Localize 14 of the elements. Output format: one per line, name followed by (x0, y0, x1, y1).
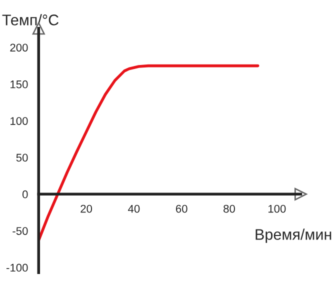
x-tick-label: 20 (80, 204, 92, 213)
x-axis-title: Время/мин (256, 228, 332, 243)
x-tick-label: 100 (268, 204, 286, 213)
x-tick-label: 80 (224, 204, 235, 213)
x-tick-label: 60 (176, 204, 188, 213)
y-tick-label: -50 (12, 227, 28, 235)
y-tick-label: -100 (6, 264, 28, 272)
y-tick-label: 100 (10, 117, 28, 125)
y-tick-label: 0 (22, 190, 28, 198)
y-tick-label: 50 (16, 154, 28, 162)
y-tick-label: 200 (10, 44, 28, 52)
x-tick-label: 40 (128, 204, 140, 213)
y-tick-label: 150 (10, 80, 28, 88)
y-axis-title: Темп/°C (2, 14, 58, 26)
